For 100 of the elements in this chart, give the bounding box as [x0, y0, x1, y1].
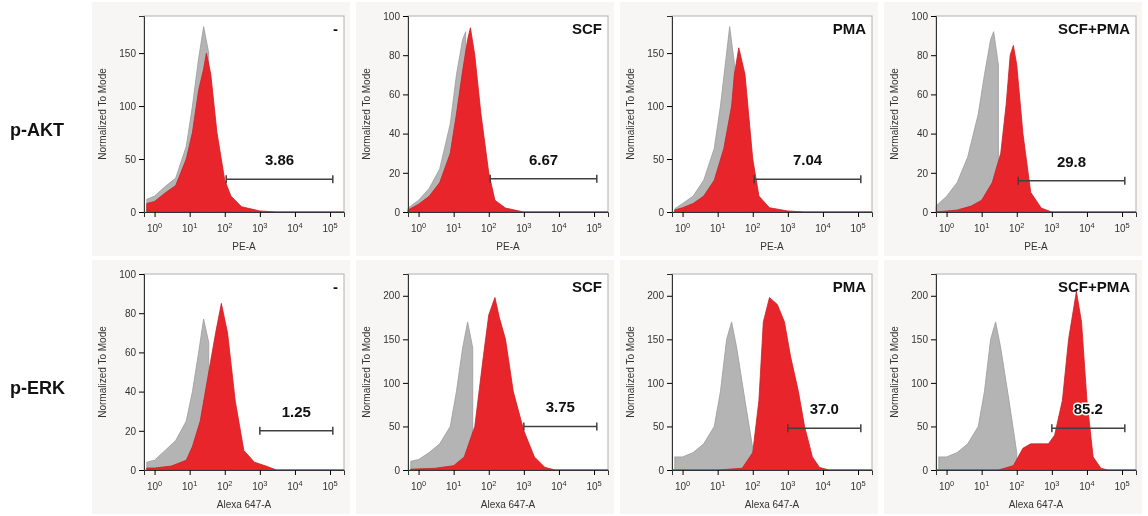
x-tick-label: 10$^{4}$ [551, 478, 567, 492]
y-axis-title: Normalized To Mode [361, 67, 372, 160]
x-tick-label: 10$^{2}$ [217, 478, 233, 492]
annotation: 3.75 [545, 398, 575, 416]
x-tick-label: 10$^{0}$ [674, 220, 691, 234]
x-axis-title: Alexa 647-A [480, 499, 536, 510]
x-tick-label: 10$^{3}$ [1044, 478, 1060, 492]
y-tick-label: 40 [388, 128, 401, 140]
y-tick-label: 80 [124, 307, 137, 319]
x-tick-label: 10$^{5}$ [586, 220, 602, 234]
annotation: 3.86 [264, 151, 295, 169]
x-tick-label: 10$^{5}$ [586, 478, 602, 492]
x-tick-label: 10$^{2}$ [481, 478, 497, 492]
y-axis-title: Normalized To Mode [889, 325, 900, 418]
chart-title: SCF [572, 20, 602, 37]
annotation: 1.25 [281, 402, 311, 420]
y-tick-label: 150 [647, 47, 665, 59]
y-tick-label: 20 [916, 167, 929, 179]
x-tick-label: 10$^{0}$ [146, 478, 163, 492]
x-tick-label: 10$^{5}$ [1114, 478, 1130, 492]
x-axis-title: Alexa 647-A [744, 499, 800, 510]
chart-title: SCF+PMA [1057, 278, 1131, 295]
x-axis-title: PE-A [760, 241, 784, 252]
y-tick-label: 0 [922, 464, 929, 476]
x-tick-label: 10$^{0}$ [410, 478, 427, 492]
x-tick-label: 10$^{4}$ [815, 220, 831, 234]
y-tick-label: 100 [119, 100, 137, 112]
x-tick-label: 10$^{0}$ [146, 220, 163, 234]
x-tick-label: 10$^{1}$ [974, 220, 990, 234]
text: p-AKT [10, 120, 64, 140]
y-tick-label: 200 [911, 290, 929, 302]
y-axis-title: Normalized To Mode [361, 325, 372, 418]
x-tick-label: 10$^{5}$ [322, 220, 338, 234]
y-tick-label: 50 [124, 153, 137, 165]
x-axis-title: PE-A [232, 241, 256, 252]
x-axis-title: PE-A [496, 241, 520, 252]
x-tick-label: 10$^{1}$ [710, 478, 726, 492]
y-tick-label: 60 [916, 89, 929, 101]
y-tick-label: 50 [388, 421, 401, 433]
chart-title: PMA [832, 20, 867, 37]
y-tick-label: 0 [394, 206, 401, 218]
x-tick-label: 10$^{4}$ [287, 220, 303, 234]
chart-title: SCF [572, 278, 602, 295]
y-tick-label: 0 [130, 464, 137, 476]
y-tick-label: 200 [383, 290, 401, 302]
chart-title: - [333, 278, 338, 295]
x-tick-label: 10$^{1}$ [974, 478, 990, 492]
x-tick-label: 10$^{5}$ [322, 478, 338, 492]
annotation: 6.67 [528, 150, 559, 168]
x-tick-label: 10$^{2}$ [217, 220, 233, 234]
x-tick-label: 10$^{3}$ [1044, 220, 1060, 234]
x-tick-label: 10$^{3}$ [516, 478, 532, 492]
annotation: 29.8 [1056, 152, 1087, 170]
x-axis-title: PE-A [1024, 241, 1048, 252]
y-tick-label: 150 [383, 334, 401, 346]
x-tick-label: 10$^{4}$ [1079, 478, 1095, 492]
x-tick-label: 10$^{1}$ [446, 220, 462, 234]
y-tick-label: 0 [658, 464, 665, 476]
chart-title: SCF+PMA [1057, 20, 1131, 37]
x-tick-label: 10$^{4}$ [287, 478, 303, 492]
x-tick-label: 10$^{2}$ [481, 220, 497, 234]
y-tick-label: 40 [916, 128, 929, 140]
y-tick-label: 150 [119, 47, 137, 59]
chart-title: - [333, 20, 338, 37]
y-tick-label: 100 [911, 10, 929, 22]
y-tick-label: 50 [652, 153, 665, 165]
x-tick-label: 10$^{3}$ [780, 220, 796, 234]
y-tick-label: 60 [388, 89, 401, 101]
y-tick-label: 100 [383, 377, 401, 389]
x-tick-label: 10$^{4}$ [815, 478, 831, 492]
x-tick-label: 10$^{0}$ [674, 478, 691, 492]
x-tick-label: 10$^{4}$ [1079, 220, 1095, 234]
x-tick-label: 10$^{0}$ [938, 478, 955, 492]
y-tick-label: 0 [922, 206, 929, 218]
x-tick-label: 10$^{0}$ [938, 220, 955, 234]
y-tick-label: 80 [916, 49, 929, 61]
x-tick-label: 10$^{3}$ [252, 478, 268, 492]
x-tick-label: 10$^{5}$ [850, 220, 866, 234]
y-tick-label: 100 [647, 377, 665, 389]
x-tick-label: 10$^{4}$ [551, 220, 567, 234]
y-tick-label: 150 [647, 334, 665, 346]
y-tick-label: 20 [388, 167, 401, 179]
y-tick-label: 0 [394, 464, 401, 476]
annotation: 37.0 [809, 400, 839, 418]
x-tick-label: 10$^{2}$ [745, 220, 761, 234]
x-tick-label: 10$^{1}$ [182, 220, 198, 234]
x-tick-label: 10$^{2}$ [1009, 220, 1025, 234]
x-tick-label: 10$^{1}$ [446, 478, 462, 492]
y-axis-title: Normalized To Mode [97, 67, 108, 160]
x-axis-title: Alexa 647-A [1008, 499, 1064, 510]
y-tick-label: 100 [119, 268, 137, 280]
x-tick-label: 10$^{2}$ [745, 478, 761, 492]
x-tick-label: 10$^{5}$ [850, 478, 866, 492]
y-tick-label: 20 [124, 425, 137, 437]
y-tick-label: 50 [652, 421, 665, 433]
y-axis-title: Normalized To Mode [889, 67, 900, 160]
x-tick-label: 10$^{3}$ [780, 478, 796, 492]
x-tick-label: 10$^{0}$ [410, 220, 427, 234]
y-tick-label: 150 [911, 334, 929, 346]
y-tick-label: 60 [124, 347, 137, 359]
